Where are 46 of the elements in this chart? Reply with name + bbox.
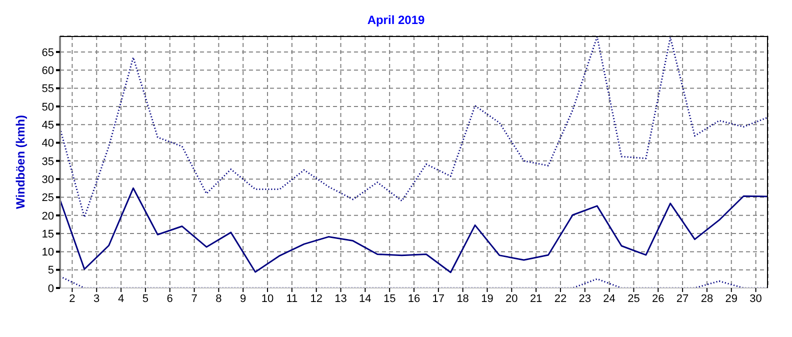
- y-tick-label: 0: [48, 282, 54, 295]
- y-tick-label: 35: [42, 156, 54, 168]
- line-series: [60, 187, 768, 274]
- x-tick-label: 15: [383, 292, 396, 305]
- x-tick-label: 24: [603, 292, 616, 305]
- y-tick-label: 65: [42, 46, 54, 59]
- y-tick-label: 30: [42, 174, 54, 186]
- x-tick-label: 10: [261, 292, 274, 305]
- x-tick-label: 11: [286, 292, 298, 305]
- y-tick-label: 25: [42, 192, 54, 204]
- y-axis-title: Windböen (kmh): [13, 115, 28, 209]
- y-tick-label: 55: [42, 83, 54, 96]
- x-tick-label: 16: [408, 292, 420, 305]
- chart-title: April 2019: [366, 13, 426, 27]
- x-tick-label: 9: [240, 292, 246, 305]
- y-tick-label: 5: [48, 264, 54, 277]
- x-tick-label: 26: [652, 292, 664, 305]
- x-tick-label: 7: [191, 292, 198, 305]
- x-tick-label: 18: [456, 292, 469, 305]
- x-tick-label: 19: [481, 292, 494, 305]
- x-tick-label: 5: [142, 292, 149, 305]
- x-tick-label: 6: [166, 292, 173, 305]
- y-tick-label: 45: [42, 120, 54, 132]
- x-tick-label: 17: [432, 292, 445, 305]
- y-tick-label: 10: [42, 246, 54, 259]
- x-tick-label: 4: [118, 292, 124, 305]
- x-tick-label: 29: [725, 292, 738, 305]
- x-tick-label: 2: [69, 292, 76, 305]
- x-tick-label: 20: [506, 292, 518, 305]
- y-tick-label: 20: [42, 210, 54, 222]
- x-tick-label: 13: [334, 292, 347, 305]
- y-tick-label: 60: [42, 65, 54, 78]
- y-tick-label: 40: [42, 138, 54, 150]
- x-tick-label: 22: [554, 292, 567, 305]
- x-tick-label: 12: [310, 292, 322, 305]
- x-tick-label: 30: [750, 292, 762, 305]
- x-tick-label: 27: [676, 292, 689, 305]
- x-tick-label: 8: [216, 292, 222, 305]
- y-tick-label: 50: [42, 101, 54, 114]
- x-tick-label: 23: [578, 292, 592, 305]
- x-tick-label: 28: [700, 292, 714, 305]
- x-tick-label: 14: [359, 292, 372, 305]
- x-tick-label: 3: [94, 292, 100, 305]
- x-tick-label: 25: [628, 292, 640, 305]
- x-tick-label: 21: [530, 292, 542, 305]
- y-tick-label: 15: [42, 228, 54, 240]
